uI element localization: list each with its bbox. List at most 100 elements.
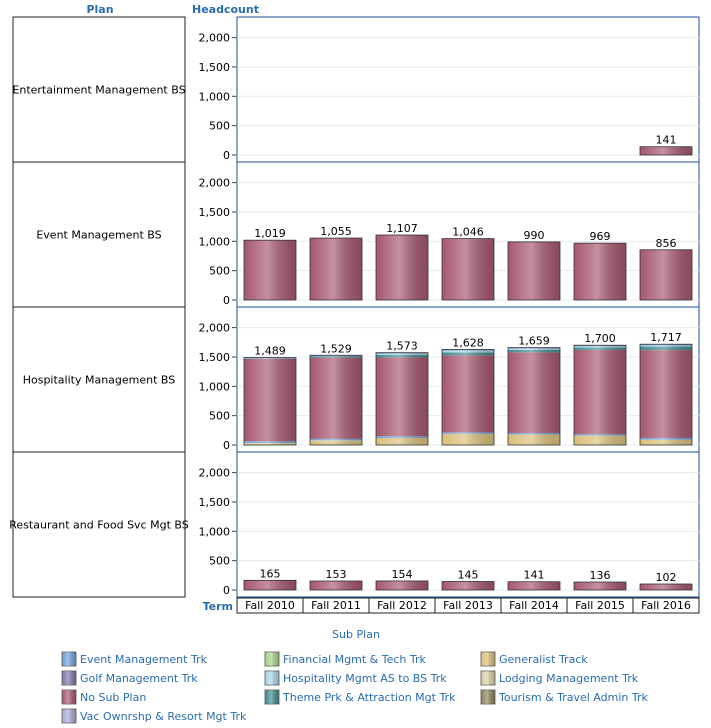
panel-1: Event Management BS 0 500 1,000 1,500 2,000 1,… xyxy=(12,161,700,308)
data-label: 1,019 xyxy=(254,227,286,240)
y-tick-label: 1,500 xyxy=(199,61,231,74)
data-label: 1,700 xyxy=(584,332,616,345)
y-tick-label: 1,000 xyxy=(199,525,231,538)
bar-outline xyxy=(375,352,429,446)
data-label: 990 xyxy=(524,229,545,242)
y-tick-label: 500 xyxy=(209,555,230,568)
data-label: 969 xyxy=(590,230,611,243)
data-label: 1,107 xyxy=(386,222,418,235)
bar-outline xyxy=(243,239,297,301)
plan-cell xyxy=(12,451,186,598)
panel-2: Hospitality Management BS 0 500 1,000 1,500 2… xyxy=(12,306,700,453)
y-tick-label: 1,500 xyxy=(199,496,231,509)
y-tick-label: 2,000 xyxy=(199,322,231,335)
plan-label: Event Management BS xyxy=(36,229,161,242)
bar-fall-2010: 1,489 xyxy=(243,345,297,446)
x-tick-label: Fall 2010 xyxy=(245,599,295,612)
panel-0: Entertainment Management BS 0 500 1,000 1,50… xyxy=(12,16,700,163)
legend-item: Golf Management Trk xyxy=(61,670,198,686)
bar-fall-2016: 102 xyxy=(639,571,693,591)
bar-outline xyxy=(573,581,627,591)
bar-fall-2015: 1,700 xyxy=(573,332,627,446)
legend-swatch-shade xyxy=(62,709,76,723)
y-tick-label: 1,500 xyxy=(199,206,231,219)
panel-3: Restaurant and Food Svc Mgt BS 0 500 1,000 1… xyxy=(9,451,700,598)
bar-fall-2016: 1,717 xyxy=(639,331,693,446)
term-axis-box xyxy=(236,597,700,614)
bar-outline xyxy=(507,241,561,301)
y-tick-label: 500 xyxy=(209,120,230,133)
bar-fall-2015: 136 xyxy=(573,569,627,591)
x-tick-label: Fall 2016 xyxy=(641,599,691,612)
bar-outline xyxy=(639,249,693,301)
data-label: 136 xyxy=(590,569,611,582)
legend-swatch-shade xyxy=(481,652,495,666)
bar-fall-2011: 1,055 xyxy=(309,225,363,301)
data-label: 856 xyxy=(656,237,677,250)
plan-cell xyxy=(12,16,186,163)
legend-item: Hospitality Mgmt AS to BS Trk xyxy=(264,670,447,686)
plan-cell xyxy=(12,161,186,308)
y-tick-label: 2,000 xyxy=(199,467,231,480)
legend-swatch-shade xyxy=(62,671,76,685)
legend-item: Tourism & Travel Admin Trk xyxy=(480,689,649,705)
bar-fall-2014: 141 xyxy=(507,569,561,591)
legend-swatch-shade xyxy=(481,671,495,685)
bar-fall-2012: 1,573 xyxy=(375,340,429,446)
term-header: Term xyxy=(203,600,233,613)
term-axis: Fall 2010 Fall 2011 Fall 2012 Fall 2013 Fall… xyxy=(236,597,700,614)
data-label: 154 xyxy=(392,568,413,581)
bar-outline xyxy=(375,580,429,591)
y-tick-label: 1,000 xyxy=(199,90,231,103)
data-label: 102 xyxy=(656,571,677,584)
plot-area xyxy=(236,16,700,163)
data-label: 1,046 xyxy=(452,226,484,239)
y-tick-label: 0 xyxy=(223,439,230,452)
y-tick-label: 1,000 xyxy=(199,235,231,248)
headcount-header: Headcount xyxy=(192,3,259,16)
legend-label: Lodging Management Trk xyxy=(499,672,639,685)
y-tick-label: 500 xyxy=(209,265,230,278)
legend-label: Financial Mgmt & Tech Trk xyxy=(283,653,426,666)
y-tick-label: 500 xyxy=(209,410,230,423)
x-tick-label: Fall 2012 xyxy=(377,599,427,612)
y-tick-label: 0 xyxy=(223,294,230,307)
plan-cell xyxy=(12,306,186,453)
bar-fall-2011: 153 xyxy=(309,568,363,591)
bar-fall-2011: 1,529 xyxy=(309,342,363,446)
data-label: 1,717 xyxy=(650,331,682,344)
bar-outline xyxy=(573,344,627,446)
legend-label: Golf Management Trk xyxy=(80,672,198,685)
legend-swatch-shade xyxy=(265,652,279,666)
data-label: 1,529 xyxy=(320,342,352,355)
bar-outline xyxy=(243,579,297,591)
legend-label: Event Management Trk xyxy=(80,653,208,666)
legend-item: Theme Prk & Attraction Mgt Trk xyxy=(264,689,456,705)
bar-fall-2012: 154 xyxy=(375,568,429,591)
x-tick-label: Fall 2015 xyxy=(575,599,625,612)
legend-item: Vac Ownrshp & Resort Mgt Trk xyxy=(61,708,247,724)
x-tick-label: Fall 2013 xyxy=(443,599,493,612)
legend-swatch-shade xyxy=(62,690,76,704)
bar-fall-2016: 141 xyxy=(639,134,693,156)
legend-item: Generalist Track xyxy=(480,651,588,667)
data-label: 145 xyxy=(458,568,479,581)
legend-label: Hospitality Mgmt AS to BS Trk xyxy=(283,672,447,685)
y-tick-label: 1,000 xyxy=(199,380,231,393)
y-tick-label: 1,500 xyxy=(199,351,231,364)
x-tick-label: Fall 2011 xyxy=(311,599,361,612)
legend-label: Theme Prk & Attraction Mgt Trk xyxy=(282,691,456,704)
plan-label: Entertainment Management BS xyxy=(12,84,185,97)
bar-outline xyxy=(573,242,627,301)
bar-fall-2013: 1,628 xyxy=(441,336,495,446)
bar-fall-2016: 856 xyxy=(639,237,693,301)
data-label: 1,659 xyxy=(518,335,550,348)
legend-label: Tourism & Travel Admin Trk xyxy=(498,691,649,704)
bar-fall-2015: 969 xyxy=(573,230,627,301)
bar-outline xyxy=(639,343,693,446)
bar-fall-2014: 990 xyxy=(507,229,561,301)
legend-swatch-shade xyxy=(481,690,495,704)
bar-fall-2013: 1,046 xyxy=(441,226,495,301)
plan-label: Restaurant and Food Svc Mgt BS xyxy=(9,519,188,532)
legend-item: No Sub Plan xyxy=(61,689,146,705)
